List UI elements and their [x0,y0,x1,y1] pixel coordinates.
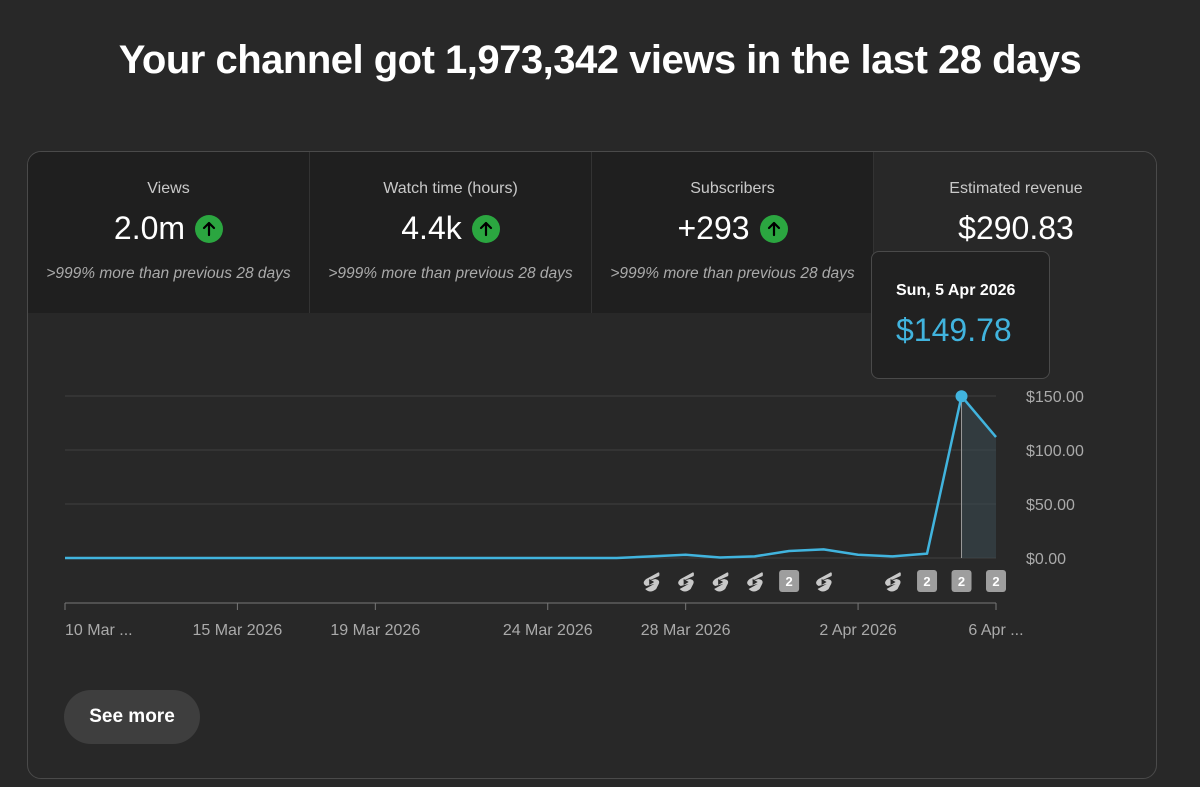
x-tick-label: 6 Apr ... [968,622,1023,639]
metric-tab-watch-time[interactable]: Watch time (hours) 4.4k >999% more than … [310,152,592,313]
tooltip-value: $149.78 [896,312,1012,348]
metric-label: Estimated revenue [949,180,1083,197]
see-more-button[interactable]: See more [64,690,200,744]
metric-value: +293 [677,210,750,246]
x-tick-label: 28 Mar 2026 [641,622,731,639]
shorts-icon [712,572,729,592]
arrow-up-icon [195,214,224,243]
shorts-icon [885,572,901,592]
y-tick-label: $50.00 [1026,497,1075,514]
metric-value: $290.83 [958,210,1074,246]
video-count-badge [917,570,938,592]
series-line-revenue [65,394,997,560]
metric-label: Views [147,180,190,197]
metric-label: Watch time (hours) [383,180,518,197]
y-tick-label: $0.00 [1026,551,1066,568]
chart-area-fill [961,396,996,558]
metric-value: 4.4k [401,210,462,246]
shorts-icon [747,572,763,592]
metric-tab-views[interactable]: Views 2.0m >999% more than previous 28 d… [28,152,310,313]
page-headline: Your channel got 1,973,342 views in the … [118,38,1082,82]
metric-note: >999% more than previous 28 days [46,265,291,282]
arrow-up-icon [759,214,788,243]
y-tick-label: $150.00 [1026,389,1084,406]
tooltip-date: Sun, 5 Apr 2026 [896,282,1016,299]
metric-value-row: 4.4k [310,210,591,247]
shorts-icon [678,572,694,592]
video-count-text: 2 [958,574,965,589]
shorts-icon [816,572,832,592]
video-count-text: 2 [992,574,999,589]
video-count-badge [779,570,800,592]
metric-note: >999% more than previous 28 days [328,265,573,282]
metric-note: >999% more than previous 28 days [610,265,855,282]
video-count-text: 2 [923,574,930,589]
arrow-up-icon [471,214,500,243]
metric-label: Subscribers [690,180,775,197]
highlight-point [955,390,968,403]
x-tick-label: 24 Mar 2026 [503,622,593,639]
y-tick-label: $100.00 [1026,443,1084,460]
analytics-card: Views 2.0m >999% more than previous 28 d… [27,151,1157,779]
video-count-text: 2 [785,574,792,589]
x-tick-label: 10 Mar ... [65,622,133,639]
x-tick-label: 19 Mar 2026 [330,622,420,639]
revenue-line-chart[interactable]: $0.00 $50.00 $100.00 $150.00 2 2 2 2 10 Mar ... 1… [28,152,1157,652]
metric-value-row: 2.0m [28,210,309,247]
video-count-badge [986,570,1006,592]
chart-tooltip: Sun, 5 Apr 2026 $149.78 [871,251,1050,379]
metric-tab-subscribers[interactable]: Subscribers +293 >999% more than previou… [592,152,874,313]
x-tick-label: 15 Mar 2026 [192,622,282,639]
metric-value: 2.0m [113,210,186,246]
metric-value-row: $290.83 [874,210,1156,247]
shorts-icon [643,572,660,592]
metric-value-row: +293 [592,210,873,247]
x-tick-label: 2 Apr 2026 [819,622,897,639]
video-count-badge [951,570,972,592]
